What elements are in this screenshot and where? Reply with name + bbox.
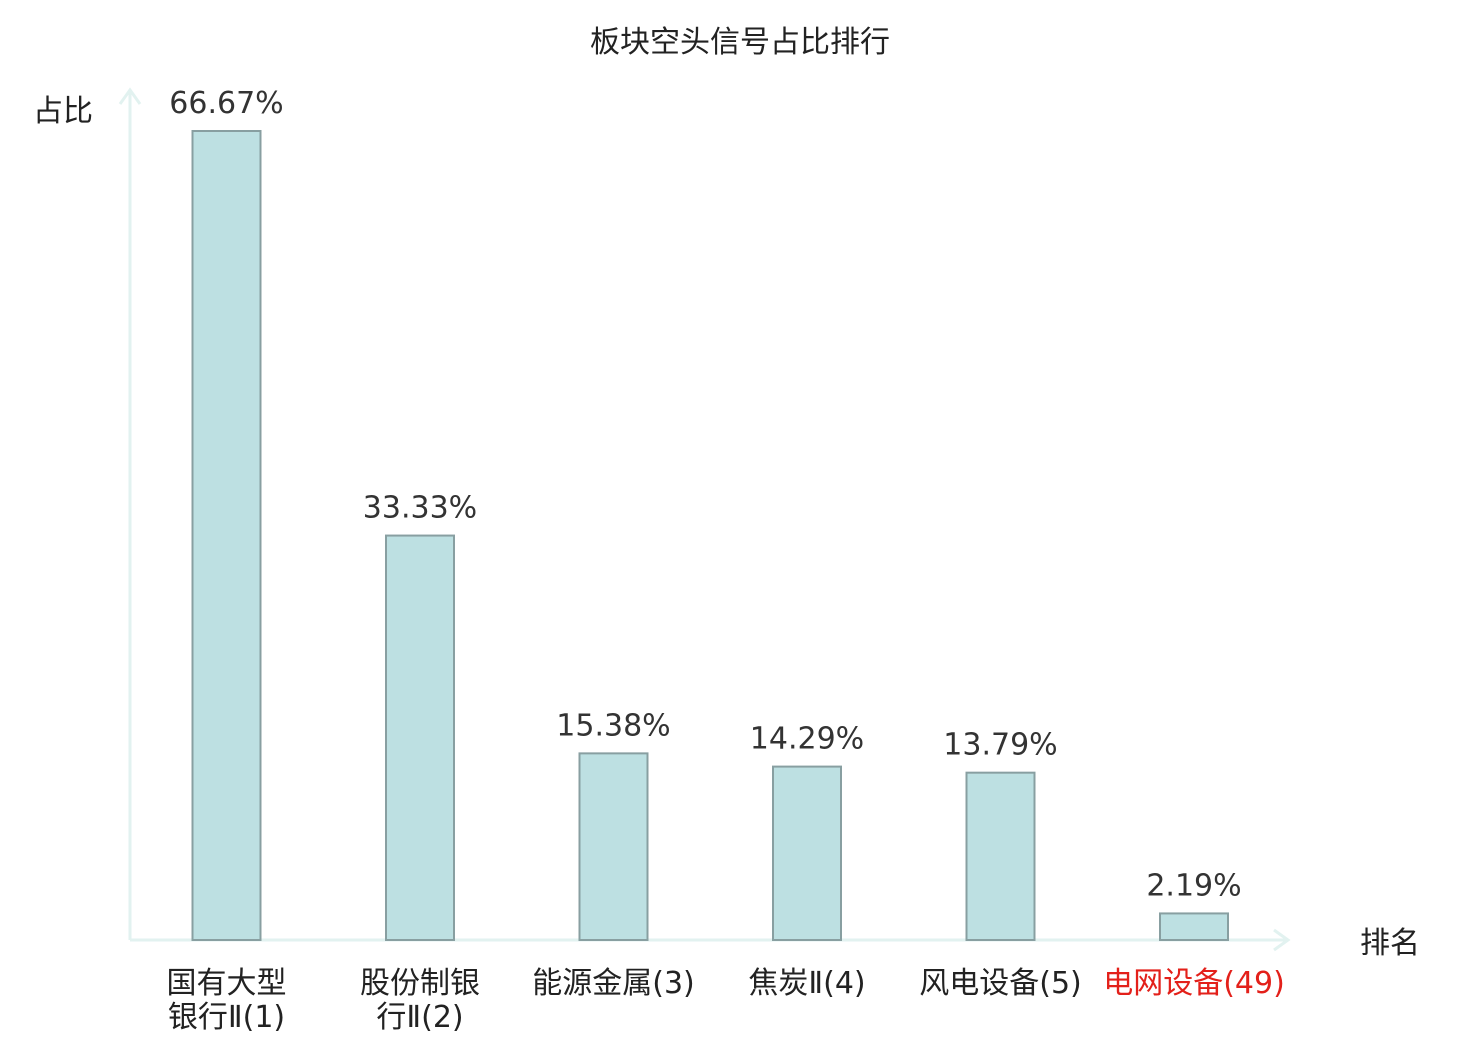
bar-5 (965, 771, 1036, 941)
x-axis-arrow (1273, 928, 1291, 952)
bar-value-label-5: 13.79% (943, 728, 1057, 763)
bar-2 (385, 534, 455, 941)
x-tick-label-1-line-1: 国有大型 (167, 966, 287, 1001)
y-axis-label: 占比 (33, 94, 93, 129)
x-tick-label-6: 电网设备(49) (1103, 966, 1285, 1001)
bar-value-label-6: 2.19% (1146, 868, 1241, 903)
x-tick-label-2-line-1: 股份制银 (360, 966, 480, 1001)
bars-group (191, 130, 1229, 942)
x-tick-label-4: 焦炭Ⅱ(4) (748, 966, 865, 1001)
bar-value-label-3: 15.38% (556, 708, 670, 743)
value-labels-group: 66.67% 33.33% 15.38% 14.29% 13.79% 2.19% (169, 86, 1241, 903)
chart-title: 板块空头信号占比排行 (590, 25, 890, 60)
bar-6 (1159, 912, 1229, 941)
x-tick-label-1-line-2: 银行Ⅱ(1) (168, 1000, 285, 1035)
x-axis-label: 排名 (1360, 926, 1420, 961)
bar-3 (578, 752, 649, 942)
bar-value-label-2: 33.33% (363, 491, 477, 526)
y-axis-arrow (118, 87, 142, 105)
x-tick-label-5: 风电设备(5) (919, 966, 1082, 1001)
x-tick-label-3: 能源金属(3) (532, 966, 695, 1001)
bar-1 (191, 130, 262, 941)
bar-value-label-1: 66.67% (169, 86, 283, 121)
bar-4 (772, 765, 842, 942)
bar-value-label-4: 14.29% (750, 722, 864, 757)
x-tick-label-2-line-2: 行Ⅱ(2) (376, 1000, 463, 1035)
axes (118, 87, 1291, 952)
